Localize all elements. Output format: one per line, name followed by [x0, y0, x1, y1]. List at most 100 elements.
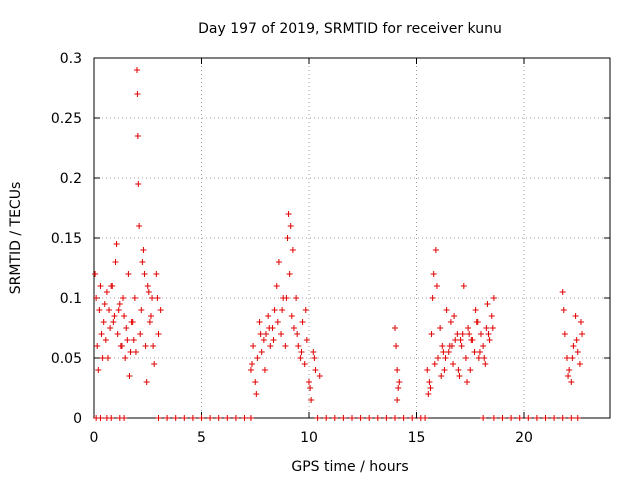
- data-point: [499, 415, 506, 421]
- data-point: [249, 361, 256, 367]
- data-point: [108, 415, 115, 421]
- plot-frame: [93, 57, 611, 419]
- data-point: [126, 373, 133, 379]
- data-point: [99, 355, 106, 361]
- data-point: [112, 259, 119, 265]
- data-point: [484, 301, 491, 307]
- x-tick-label: 0: [90, 430, 99, 446]
- data-point: [564, 355, 570, 361]
- y-tick-labels: 0 0.05 0.1 0.15 0.2 0.25 0.3: [51, 51, 82, 427]
- data-point: [256, 319, 263, 325]
- data-point: [480, 415, 487, 421]
- data-point: [104, 355, 111, 361]
- data-point: [481, 355, 488, 361]
- data-point: [456, 373, 463, 379]
- data-point: [144, 283, 151, 289]
- data-point: [488, 313, 495, 319]
- data-point: [142, 343, 149, 349]
- y-tick-label: 0.05: [51, 351, 82, 367]
- data-point: [254, 355, 261, 361]
- data-point: [232, 415, 239, 421]
- data-point: [570, 343, 577, 349]
- data-point: [573, 337, 580, 343]
- data-point: [141, 271, 148, 277]
- data-point: [467, 367, 474, 373]
- data-point: [274, 319, 281, 325]
- data-point: [97, 283, 104, 289]
- data-point: [97, 415, 104, 421]
- data-point: [258, 349, 265, 355]
- data-point: [483, 325, 490, 331]
- data-point: [533, 415, 540, 421]
- data-point: [266, 325, 273, 331]
- data-point: [316, 373, 323, 379]
- data-point: [574, 349, 581, 355]
- data-point: [172, 415, 179, 421]
- data-point: [561, 331, 568, 337]
- data-point: [275, 259, 282, 265]
- data-point: [422, 415, 429, 421]
- data-point: [340, 415, 347, 421]
- data-point: [147, 313, 154, 319]
- data-point: [427, 385, 434, 391]
- y-tick-label: 0.2: [60, 171, 82, 187]
- data-point: [468, 337, 475, 343]
- data-point: [247, 367, 254, 373]
- data-point: [312, 367, 319, 373]
- data-point: [295, 343, 302, 349]
- data-point: [559, 289, 566, 295]
- data-point: [121, 415, 128, 421]
- data-point: [96, 307, 103, 313]
- data-points: [92, 67, 586, 421]
- data-point: [121, 313, 128, 319]
- data-point: [154, 295, 161, 301]
- data-point: [149, 295, 156, 301]
- data-point: [198, 415, 205, 421]
- data-point: [357, 415, 364, 421]
- data-point: [455, 367, 462, 373]
- data-point: [431, 361, 438, 367]
- data-point: [478, 331, 484, 337]
- data-point: [323, 415, 330, 421]
- data-point: [572, 313, 579, 319]
- data-point: [253, 391, 260, 397]
- data-point: [290, 325, 297, 331]
- data-point: [299, 319, 306, 325]
- data-point: [432, 247, 439, 253]
- data-point: [135, 181, 142, 187]
- data-point: [124, 337, 131, 343]
- data-point: [150, 343, 157, 349]
- data-point: [349, 415, 355, 421]
- data-point: [576, 361, 583, 367]
- data-point: [565, 373, 572, 379]
- data-point: [110, 319, 117, 325]
- data-point: [157, 307, 164, 313]
- y-tick-label: 0.3: [60, 51, 82, 67]
- data-point: [120, 295, 127, 301]
- data-point: [113, 241, 120, 247]
- data-point: [452, 337, 459, 343]
- data-point: [569, 355, 576, 361]
- data-point: [271, 307, 278, 313]
- data-point: [117, 343, 124, 349]
- data-point: [109, 283, 116, 289]
- data-point: [462, 355, 469, 361]
- data-point: [273, 283, 280, 289]
- x-tick-label: 5: [197, 430, 206, 446]
- data-point: [128, 319, 135, 325]
- data-point: [433, 283, 440, 289]
- data-point: [460, 283, 467, 289]
- data-point: [442, 355, 449, 361]
- data-point: [140, 247, 147, 253]
- data-point: [101, 301, 108, 307]
- data-point: [93, 295, 100, 301]
- data-point: [123, 325, 130, 331]
- data-point: [289, 247, 296, 253]
- data-point: [301, 361, 308, 367]
- data-point: [247, 415, 254, 421]
- data-point: [306, 379, 312, 385]
- data-point: [181, 415, 188, 421]
- data-point: [542, 415, 549, 421]
- y-tick-label: 0: [73, 411, 82, 427]
- data-point: [138, 307, 145, 313]
